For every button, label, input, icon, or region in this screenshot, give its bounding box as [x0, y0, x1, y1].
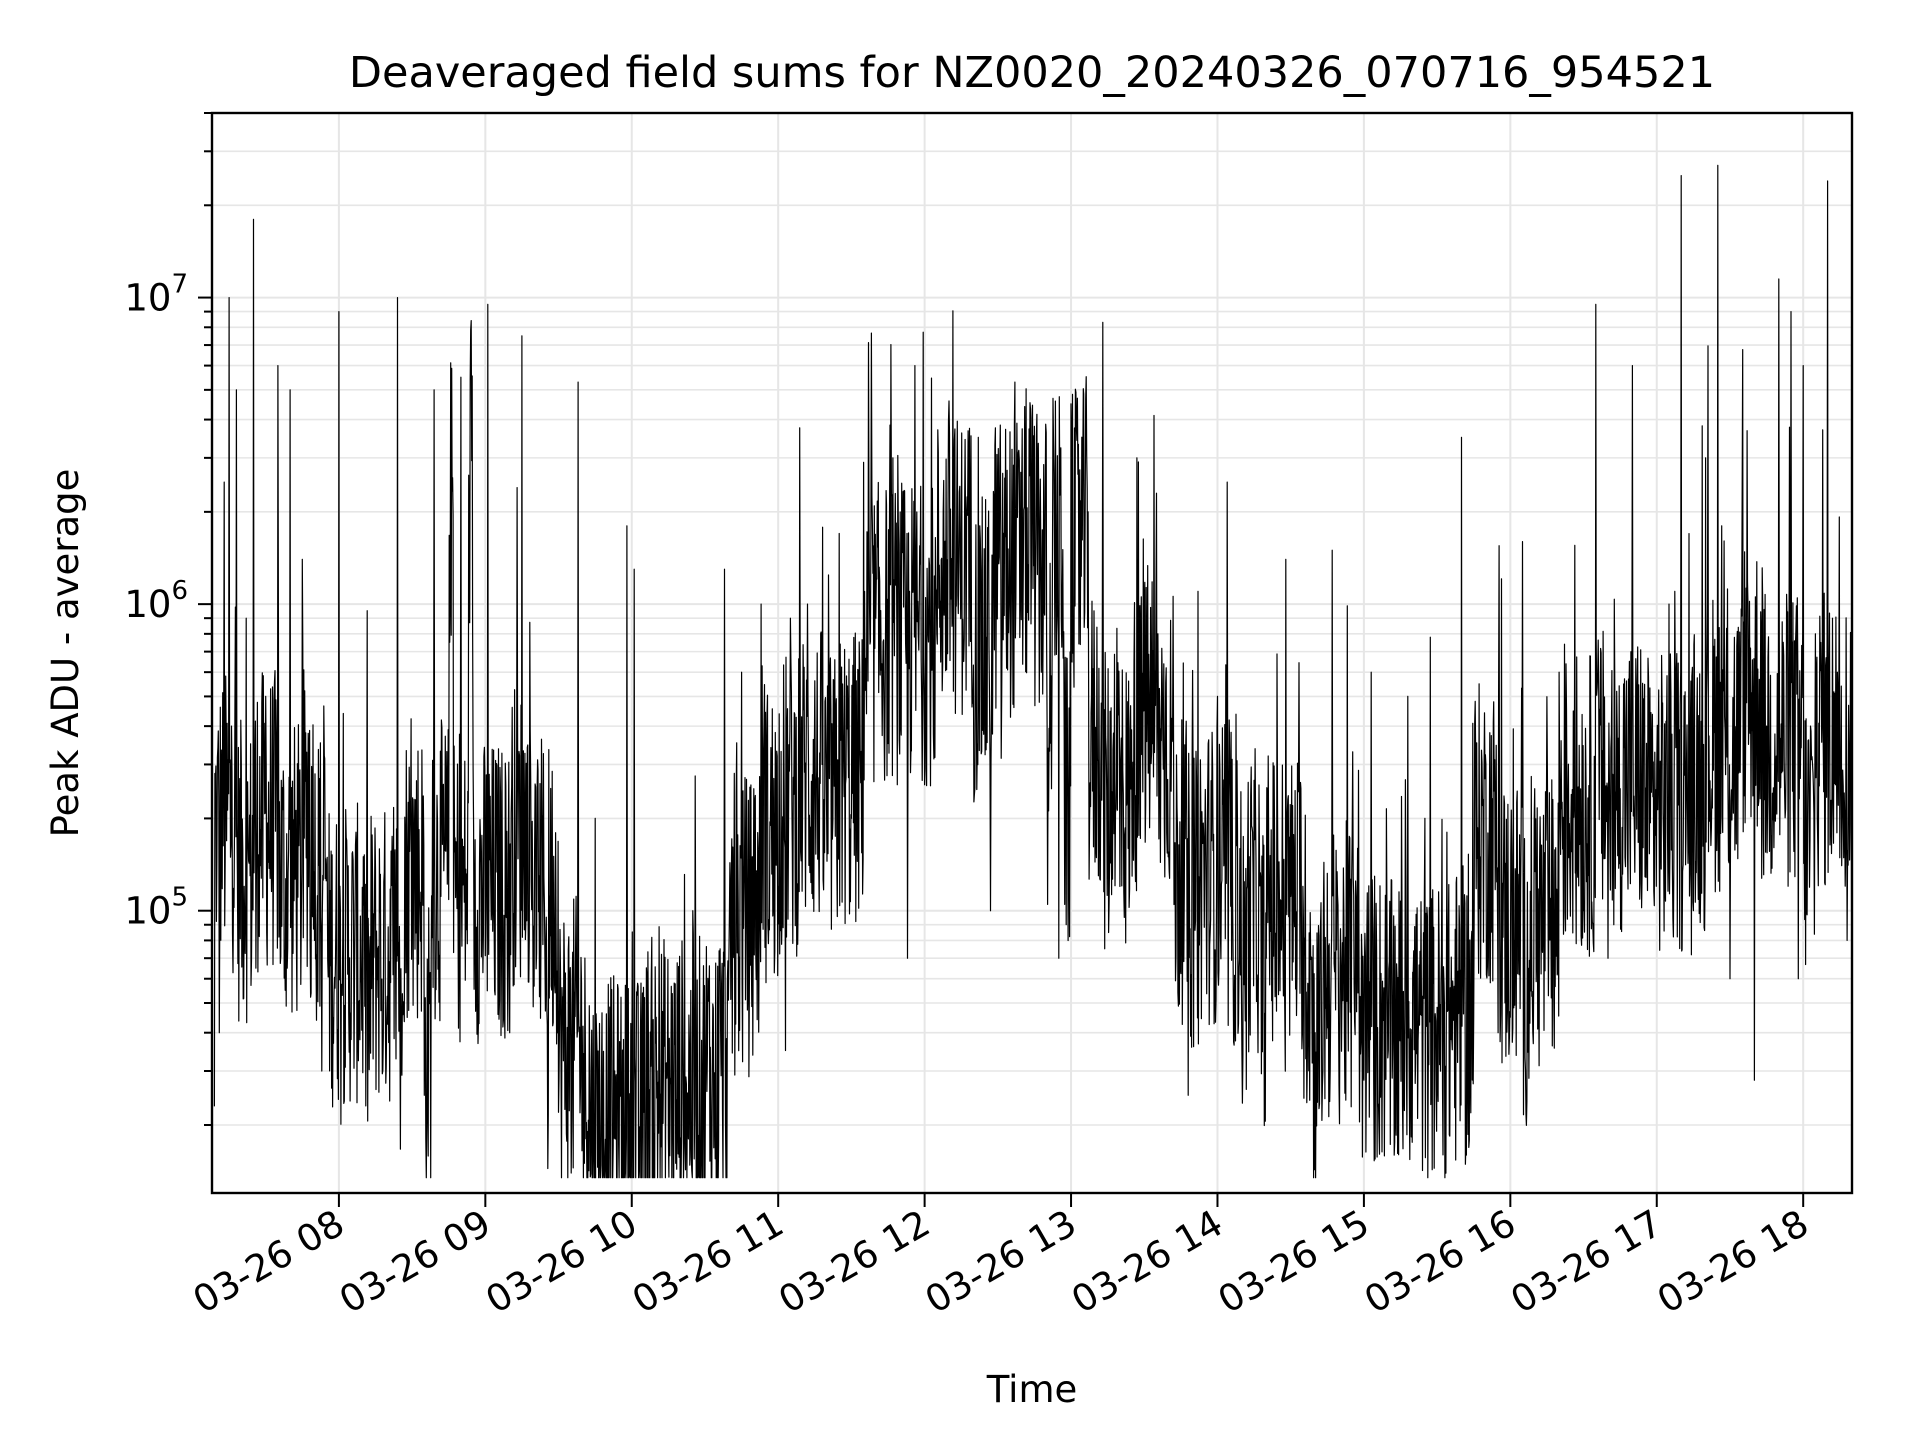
x-tick-label: 03-26 09 [332, 1202, 498, 1322]
y-axis-ticks: 105 106 107 [124, 112, 212, 1126]
x-tick-label: 03-26 12 [772, 1202, 938, 1322]
x-tick-label: 03-26 14 [1064, 1202, 1230, 1322]
x-tick-label: 03-26 13 [918, 1202, 1084, 1322]
y-axis-label: Peak ADU - average [44, 469, 87, 838]
x-tick-label: 03-26 18 [1650, 1202, 1816, 1322]
grid [212, 112, 1852, 1193]
y-tick-label: 107 [124, 270, 188, 320]
x-tick-label: 03-26 15 [1211, 1202, 1377, 1322]
series-line [213, 164, 1853, 1179]
x-axis-label: Time [986, 1368, 1078, 1411]
y-tick-label: 105 [124, 883, 188, 933]
x-tick-label: 03-26 17 [1504, 1202, 1670, 1322]
series-layer [213, 164, 1853, 1179]
x-tick-label: 03-26 10 [479, 1202, 645, 1322]
x-tick-label: 03-26 08 [186, 1202, 352, 1322]
plot-frame [210, 111, 1854, 1195]
chart-title: Deaveraged field sums for NZ0020_2024032… [349, 48, 1715, 98]
x-tick-label: 03-26 11 [625, 1202, 791, 1322]
y-tick-label: 106 [124, 576, 188, 626]
x-tick-label: 03-26 16 [1357, 1202, 1523, 1322]
